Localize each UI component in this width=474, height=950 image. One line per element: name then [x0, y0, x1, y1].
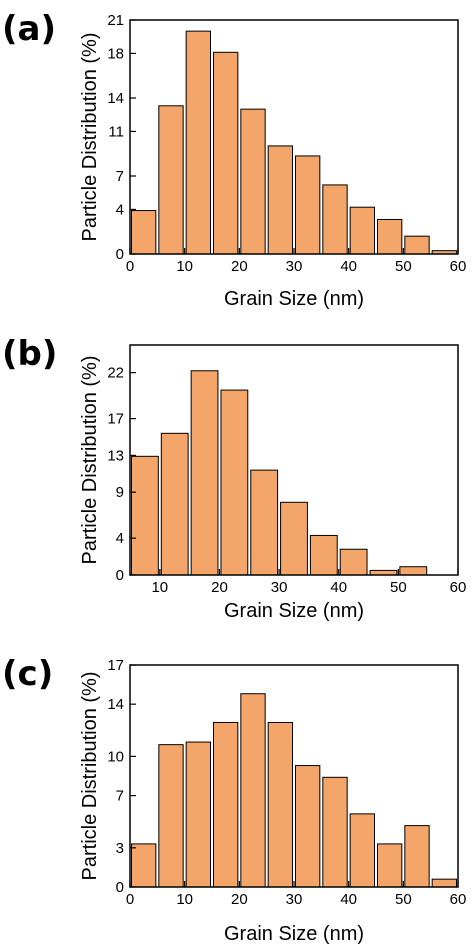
y-axis-title: Particle Distribution (%)	[79, 672, 101, 881]
histogram-bar	[158, 744, 184, 888]
histogram-bar	[240, 693, 266, 888]
histogram-bar	[250, 469, 279, 576]
x-tick-label: 10	[176, 258, 193, 275]
histogram-bar	[295, 765, 321, 888]
x-tick-label: 20	[211, 579, 228, 596]
x-tick-label: 50	[395, 891, 412, 908]
y-tick-label: 11	[108, 123, 124, 140]
histogram-bar	[322, 184, 348, 255]
x-tick-label: 50	[395, 258, 412, 275]
histogram-bar	[158, 105, 184, 255]
y-tick-label: 17	[107, 411, 124, 428]
histogram-bar	[322, 776, 348, 888]
histogram-bar	[309, 534, 338, 576]
histogram-bar	[404, 235, 430, 255]
y-tick-label: 7	[116, 788, 124, 805]
x-tick-label: 0	[126, 891, 134, 908]
y-tick-label: 0	[116, 567, 124, 584]
y-tick-label: 18	[107, 45, 124, 62]
y-tick-label: 22	[107, 365, 124, 382]
y-tick-label: 0	[116, 879, 124, 896]
histogram-bar	[213, 721, 239, 888]
x-tick-label: 20	[231, 891, 248, 908]
histogram-bar	[349, 813, 375, 888]
histogram-bar	[431, 878, 457, 888]
y-tick-label: 14	[107, 90, 124, 107]
y-tick-label: 4	[116, 201, 124, 218]
x-tick-label: 10	[151, 579, 168, 596]
panel-label: (b)	[2, 334, 57, 374]
histogram-bar	[190, 370, 219, 576]
histogram-bar	[160, 432, 189, 576]
chart-panel-1: 0 4 7 11 14 18 21 0 10 20 30 40 50 60 Grain Size (nm) P…	[2, 9, 466, 310]
x-tick-label: 30	[286, 891, 303, 908]
y-tick-label: 14	[107, 696, 124, 713]
plot-frame	[129, 344, 459, 576]
x-tick-label: 50	[390, 579, 407, 596]
histogram-bar	[295, 155, 321, 255]
x-tick-label: 20	[231, 258, 248, 275]
y-axis-title: Particle Distribution (%)	[79, 33, 101, 242]
histogram-bar	[131, 210, 157, 255]
y-axis-title: Particle Distribution (%)	[79, 356, 101, 565]
histogram-bar	[131, 455, 159, 576]
histogram-bar	[339, 548, 368, 576]
y-tick-label: 7	[116, 168, 124, 185]
y-tick-label: 13	[107, 447, 124, 464]
y-tick-label: 4	[116, 530, 124, 547]
histogram-bar	[404, 825, 430, 888]
histogram-bar	[349, 206, 375, 255]
x-tick-label: 40	[340, 258, 357, 275]
panel-label: (a)	[2, 9, 56, 49]
x-axis-title: Grain Size (nm)	[224, 923, 364, 945]
x-tick-label: 40	[340, 891, 357, 908]
histogram-bar	[185, 30, 212, 255]
x-tick-label: 30	[271, 579, 288, 596]
histogram-bar	[240, 108, 266, 255]
histogram-bar	[280, 501, 308, 576]
histogram-bar	[267, 721, 293, 888]
y-tick-label: 3	[116, 840, 124, 857]
x-tick-label: 10	[176, 891, 193, 908]
y-tick-label: 17	[107, 657, 124, 674]
y-tick-label: 10	[107, 748, 124, 765]
histogram-bar	[267, 145, 293, 255]
y-tick-label: 9	[116, 484, 124, 501]
histogram-bar	[213, 51, 239, 255]
chart-panel-2: 0 4 9 13 17 22 10 20 30 40 50 60 Grain Size (nm) Part…	[2, 334, 466, 622]
histogram-bar	[377, 218, 403, 255]
y-tick-label: 21	[107, 12, 124, 29]
x-axis-title: Grain Size (nm)	[224, 600, 364, 622]
x-tick-label: 60	[450, 579, 467, 596]
x-tick-label: 60	[450, 891, 467, 908]
x-axis-title: Grain Size (nm)	[224, 288, 364, 310]
histogram-bar	[399, 566, 428, 576]
chart-panel-3: 0 3 7 10 14 17 0 10 20 30 40 50 60 Grain Size (nm) Par…	[2, 654, 466, 945]
histogram-bar	[220, 389, 249, 576]
histogram-bar	[131, 843, 157, 888]
panel-label: (c)	[2, 654, 53, 694]
x-tick-label: 0	[126, 258, 134, 275]
histogram-bar	[185, 741, 212, 888]
x-tick-label: 30	[286, 258, 303, 275]
x-tick-label: 60	[450, 258, 467, 275]
y-tick-label: 0	[116, 246, 124, 263]
x-tick-label: 40	[330, 579, 347, 596]
histogram-bar	[377, 843, 403, 888]
